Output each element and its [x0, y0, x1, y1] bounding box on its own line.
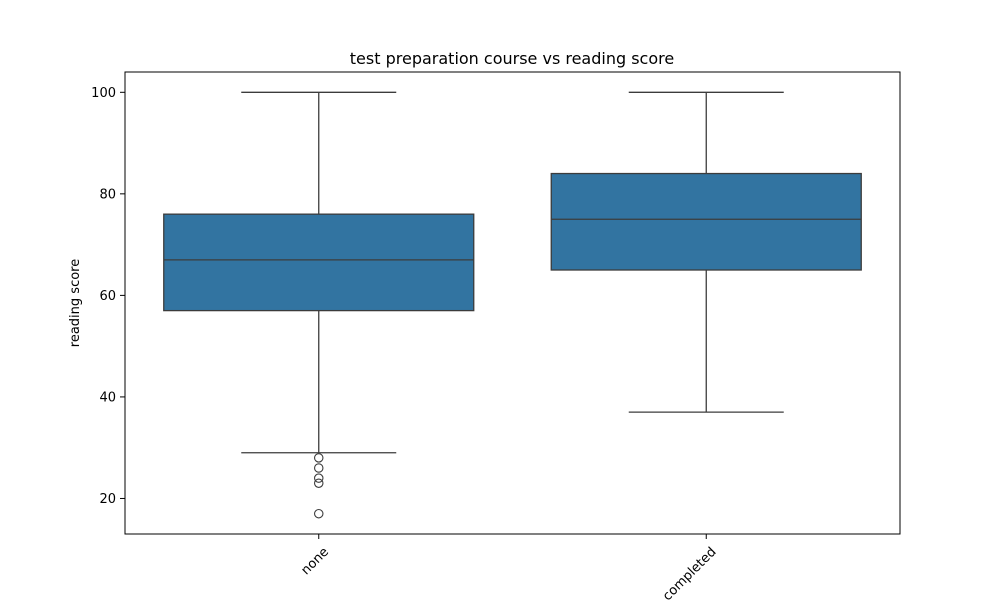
outlier-point: [313, 453, 324, 463]
y-tick-label: 60: [99, 289, 116, 304]
plot-frame: [124, 71, 901, 535]
chart-marks: 20 40 60 80 100 none completed: [91, 86, 862, 600]
outlier-point: [313, 508, 324, 519]
box-completed: [550, 172, 862, 271]
y-tick-label: 80: [99, 187, 116, 202]
y-tick-label: 40: [99, 390, 116, 405]
outlier-point: [313, 463, 324, 473]
y-tick-label: 100: [91, 86, 116, 101]
chart-title: test preparation course vs reading score: [350, 49, 674, 68]
box-none: [163, 213, 475, 312]
y-axis-label: reading score: [68, 259, 83, 347]
outlier-point: [313, 478, 324, 488]
x-tick-label: completed: [660, 545, 719, 600]
y-tick-label: 20: [99, 492, 116, 507]
outlier-point: [313, 473, 324, 483]
x-tick-label: none: [298, 545, 332, 579]
